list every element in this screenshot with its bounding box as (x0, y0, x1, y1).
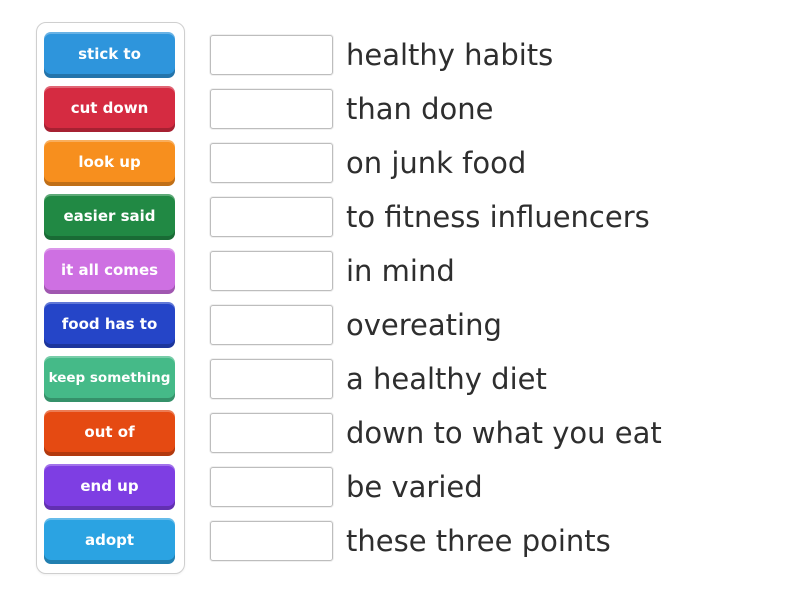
word-tile-label: cut down (70, 99, 149, 118)
drop-target[interactable] (210, 413, 333, 453)
drop-target[interactable] (210, 467, 333, 507)
word-tile[interactable]: food has to (44, 302, 175, 348)
clue-text: down to what you eat (346, 416, 662, 450)
word-tile[interactable]: it all comes (44, 248, 175, 294)
drop-target[interactable] (210, 359, 333, 399)
match-row: to fitness influencers (210, 197, 662, 237)
word-bank: stick to cut down look up easier said it all… (36, 22, 185, 574)
word-tile-label: out of (84, 423, 135, 442)
match-row: a healthy diet (210, 359, 662, 399)
clue-text: than done (346, 92, 494, 126)
word-tile-label: adopt (84, 531, 135, 550)
word-tile[interactable]: end up (44, 464, 175, 510)
drop-target[interactable] (210, 251, 333, 291)
word-tile[interactable]: easier said (44, 194, 175, 240)
drop-target[interactable] (210, 35, 333, 75)
clue-text: be varied (346, 470, 483, 504)
clue-text: to fitness influencers (346, 200, 650, 234)
word-tile-label: end up (80, 477, 139, 496)
match-row: on junk food (210, 143, 662, 183)
word-tile-label: keep something (48, 370, 171, 387)
match-row: overeating (210, 305, 662, 345)
drop-target[interactable] (210, 197, 333, 237)
clue-text: in mind (346, 254, 455, 288)
match-row: down to what you eat (210, 413, 662, 453)
clue-text: on junk food (346, 146, 527, 180)
match-row: be varied (210, 467, 662, 507)
word-tile[interactable]: look up (44, 140, 175, 186)
word-tile[interactable]: out of (44, 410, 175, 456)
clue-text: overeating (346, 308, 502, 342)
match-row: in mind (210, 251, 662, 291)
word-tile-label: it all comes (60, 261, 159, 280)
drop-target[interactable] (210, 89, 333, 129)
word-tile-label: stick to (78, 45, 141, 64)
clue-text: these three points (346, 524, 611, 558)
word-tile-label: food has to (61, 315, 158, 334)
word-tile[interactable]: keep something (44, 356, 175, 402)
match-row: these three points (210, 521, 662, 561)
drop-target[interactable] (210, 305, 333, 345)
word-tile[interactable]: adopt (44, 518, 175, 564)
answer-rows: healthy habits than done on junk food to fi… (210, 35, 662, 561)
word-tile[interactable]: stick to (44, 32, 175, 78)
word-tile[interactable]: cut down (44, 86, 175, 132)
drop-target[interactable] (210, 143, 333, 183)
match-row: healthy habits (210, 35, 662, 75)
drop-target[interactable] (210, 521, 333, 561)
match-row: than done (210, 89, 662, 129)
clue-text: a healthy diet (346, 362, 547, 396)
clue-text: healthy habits (346, 38, 554, 72)
word-tile-label: easier said (63, 207, 156, 226)
word-tile-label: look up (78, 153, 141, 172)
